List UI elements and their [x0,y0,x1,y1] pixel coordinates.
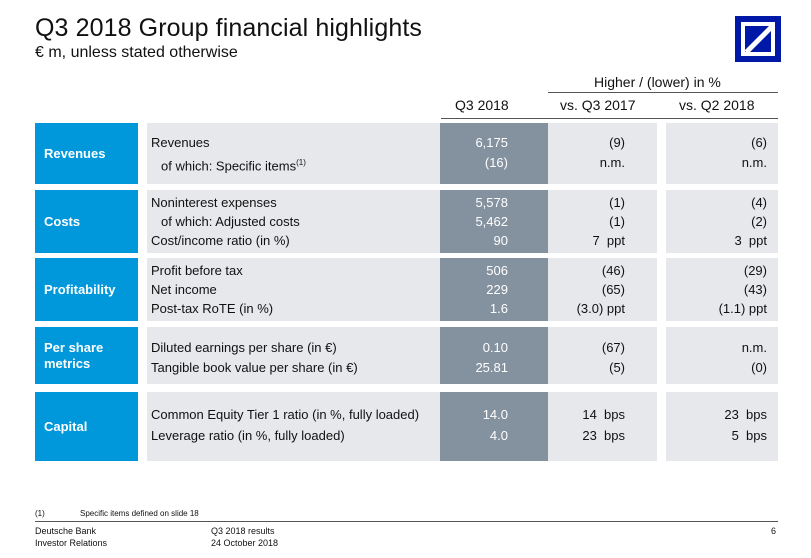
vs-q2-2018-cell [666,190,778,253]
footer-company: Deutsche Bank Investor Relations [35,525,107,549]
row-vs-q3-2017: (5) [609,360,625,375]
row-value: 229 [486,282,508,297]
page-subtitle: € m, unless stated otherwise [35,44,238,61]
row-label: Diluted earnings per share (in €) [151,340,337,355]
row-vs-q2-2018: 23 bps [724,407,767,422]
description-cell [147,258,464,321]
column-header-vs-q3-2017: vs. Q3 2017 [560,97,636,113]
row-vs-q3-2017: (3.0) ppt [576,301,625,316]
row-vs-q2-2018: (1.1) ppt [718,301,767,316]
vs-q3-2017-cell [548,327,657,384]
row-value: 14.0 [482,407,508,422]
row-vs-q2-2018: 5 bps [731,428,767,443]
row-value: 506 [486,263,508,278]
section-per-share-metrics: Per share metrics Diluted earnings per s… [35,327,778,384]
row-value: 4.0 [489,428,508,443]
row-label: Cost/income ratio (in %) [151,233,290,248]
row-label: Common Equity Tier 1 ratio (in %, fully … [151,407,420,422]
row-label: of which: Adjusted costs [161,214,300,229]
row-label: Tangible book value per share (in €) [151,360,358,375]
column-header-vs-q2-2018: vs. Q2 2018 [679,97,755,113]
comparison-group-header: Higher / (lower) in % [594,74,721,90]
row-vs-q2-2018: 3 ppt [734,233,767,248]
vs-q3-2017-cell [548,123,657,184]
category-capital: Capital [35,392,138,461]
category-costs: Costs [35,190,138,253]
row-vs-q2-2018: (4) [751,195,767,210]
row-label: Net income [151,282,217,297]
row-value: 0.10 [482,340,508,355]
row-vs-q3-2017: 23 bps [582,428,625,443]
vs-q2-2018-cell [666,258,778,321]
description-cell [147,327,464,384]
row-value: 5,462 [475,214,508,229]
footnote-reference: (1) [296,158,306,167]
footer-rule [35,521,778,522]
page-title: Q3 2018 Group financial highlights [35,14,422,42]
category-label-line: metrics [44,355,91,371]
category-profitability: Profitability [35,258,138,321]
vs-q3-2017-cell [548,190,657,253]
row-value: 6,175 [475,135,508,150]
row-label: of which: Specific items [161,158,297,174]
vs-q3-2017-cell [548,258,657,321]
footnote-marker: (1) [35,509,45,518]
row-value: 90 [493,233,508,248]
description-cell [147,123,464,184]
row-vs-q2-2018: n.m. [741,155,767,170]
section-costs: Costs Noninterest expenses 5,578 (1) (4)… [35,190,778,253]
row-vs-q3-2017: 14 bps [582,407,625,422]
footer-company-line: Deutsche Bank [35,526,97,536]
row-value: (16) [484,155,508,170]
row-value: 1.6 [489,301,508,316]
description-cell [147,392,464,461]
footer-document: Q3 2018 results 24 October 2018 [211,525,278,549]
footer-document-line: Q3 2018 results [211,526,275,536]
vs-q3-2017-cell [548,392,657,461]
vs-q2-2018-cell [666,392,778,461]
vs-q2-2018-cell [666,327,778,384]
row-vs-q3-2017: (9) [609,135,625,150]
row-label: Leverage ratio (in %, fully loaded) [151,428,345,443]
row-vs-q2-2018: (29) [743,263,767,278]
vs-q2-2018-cell [666,123,778,184]
row-vs-q2-2018: (0) [751,360,767,375]
footer-document-line: 24 October 2018 [211,538,279,548]
row-label: Noninterest expenses [151,195,277,210]
page-number: 6 [771,526,777,536]
column-header-value: Q3 2018 [455,97,509,113]
category-label-line: Per share [44,339,104,355]
row-label: Revenues [151,135,210,150]
row-label: Profit before tax [151,263,243,278]
row-value: 5,578 [475,195,508,210]
category-per-share-metrics: Per share metrics [35,327,138,384]
row-vs-q3-2017: (67) [601,340,625,355]
section-capital: Capital Common Equity Tier 1 ratio (in %… [35,392,778,461]
comparison-header-rule [548,92,778,93]
footer-company-line: Investor Relations [35,538,108,548]
row-label: Post-tax RoTE (in %) [151,301,274,316]
section-revenues: Revenues Revenues 6,175 (9) (6) of which… [35,123,778,184]
category-revenues: Revenues [35,123,138,184]
row-vs-q3-2017: (1) [609,214,625,229]
row-vs-q3-2017: (65) [601,282,625,297]
description-cell [147,190,464,253]
row-vs-q2-2018: (6) [751,135,767,150]
row-vs-q2-2018: (2) [751,214,767,229]
row-vs-q3-2017: (46) [601,263,625,278]
row-value: 25.81 [475,360,508,375]
row-vs-q3-2017: n.m. [599,155,625,170]
row-vs-q3-2017: (1) [609,195,625,210]
row-vs-q2-2018: n.m. [741,340,767,355]
header-rule [441,118,778,119]
section-profitability: Profitability Profit before tax 506 (46)… [35,258,778,321]
row-vs-q2-2018: (43) [743,282,767,297]
deutsche-bank-logo-icon [735,16,781,62]
row-vs-q3-2017: 7 ppt [592,233,625,248]
footnote-text: Specific items defined on slide 18 [80,509,199,518]
